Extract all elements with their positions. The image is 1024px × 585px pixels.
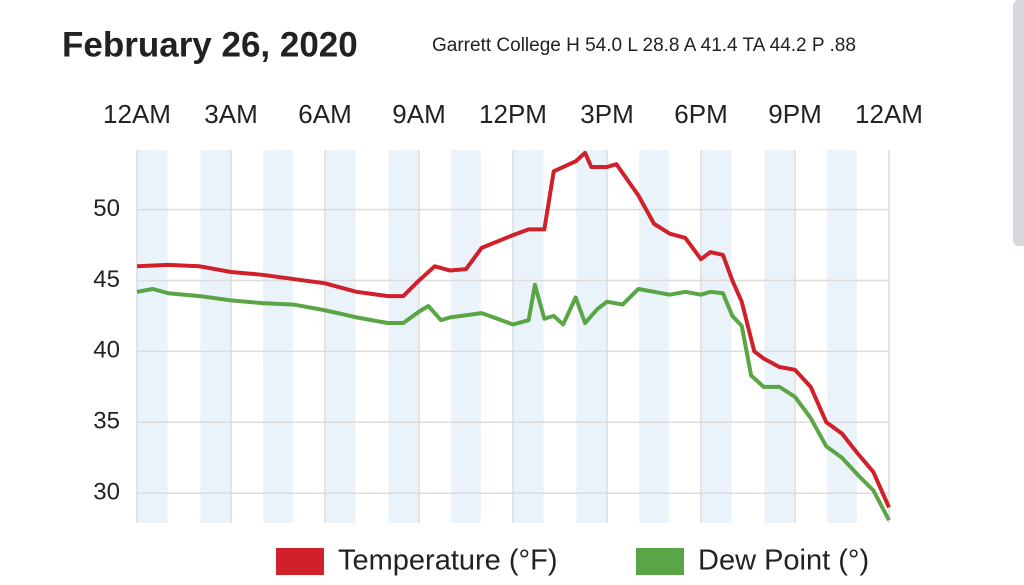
x-tick-label: 6PM bbox=[674, 99, 727, 129]
y-tick-label: 30 bbox=[93, 479, 120, 506]
x-tick-label: 12AM bbox=[855, 99, 923, 129]
x-tick-label: 3PM bbox=[580, 99, 633, 129]
band bbox=[575, 150, 607, 523]
series-line bbox=[136, 150, 891, 509]
band bbox=[638, 150, 670, 523]
series-line bbox=[136, 282, 891, 522]
legend-label: Temperature (°F) bbox=[338, 545, 557, 577]
y-tick-label: 35 bbox=[93, 408, 120, 435]
band bbox=[826, 150, 858, 523]
y-tick-label: 40 bbox=[93, 337, 120, 364]
legend-label: Dew Point (°) bbox=[698, 545, 869, 577]
y-tick-label: 50 bbox=[93, 195, 120, 222]
legend-swatch bbox=[636, 548, 684, 575]
band bbox=[763, 150, 795, 523]
x-tick-label: 12AM bbox=[103, 99, 171, 129]
chart-subtitle: Garrett College H 54.0 L 28.8 A 41.4 TA … bbox=[432, 35, 856, 56]
chart-title: February 26, 2020 bbox=[62, 25, 358, 64]
band bbox=[387, 150, 419, 523]
band bbox=[513, 150, 545, 523]
x-tick-label: 9PM bbox=[768, 99, 821, 129]
y-tick-label: 45 bbox=[93, 266, 120, 293]
band bbox=[262, 150, 294, 523]
chart: February 26, 2020 Garrett College H 54.0… bbox=[62, 25, 923, 577]
scrollbar bbox=[1013, 0, 1024, 246]
x-tick-label: 6AM bbox=[298, 99, 351, 129]
x-tick-label: 9AM bbox=[392, 99, 445, 129]
legend-swatch bbox=[276, 548, 324, 575]
x-tick-label: 12PM bbox=[479, 99, 547, 129]
x-tick-label: 3AM bbox=[204, 99, 257, 129]
band bbox=[137, 150, 169, 523]
band bbox=[325, 150, 357, 523]
band bbox=[199, 150, 231, 523]
band bbox=[450, 150, 482, 523]
band bbox=[701, 150, 733, 523]
